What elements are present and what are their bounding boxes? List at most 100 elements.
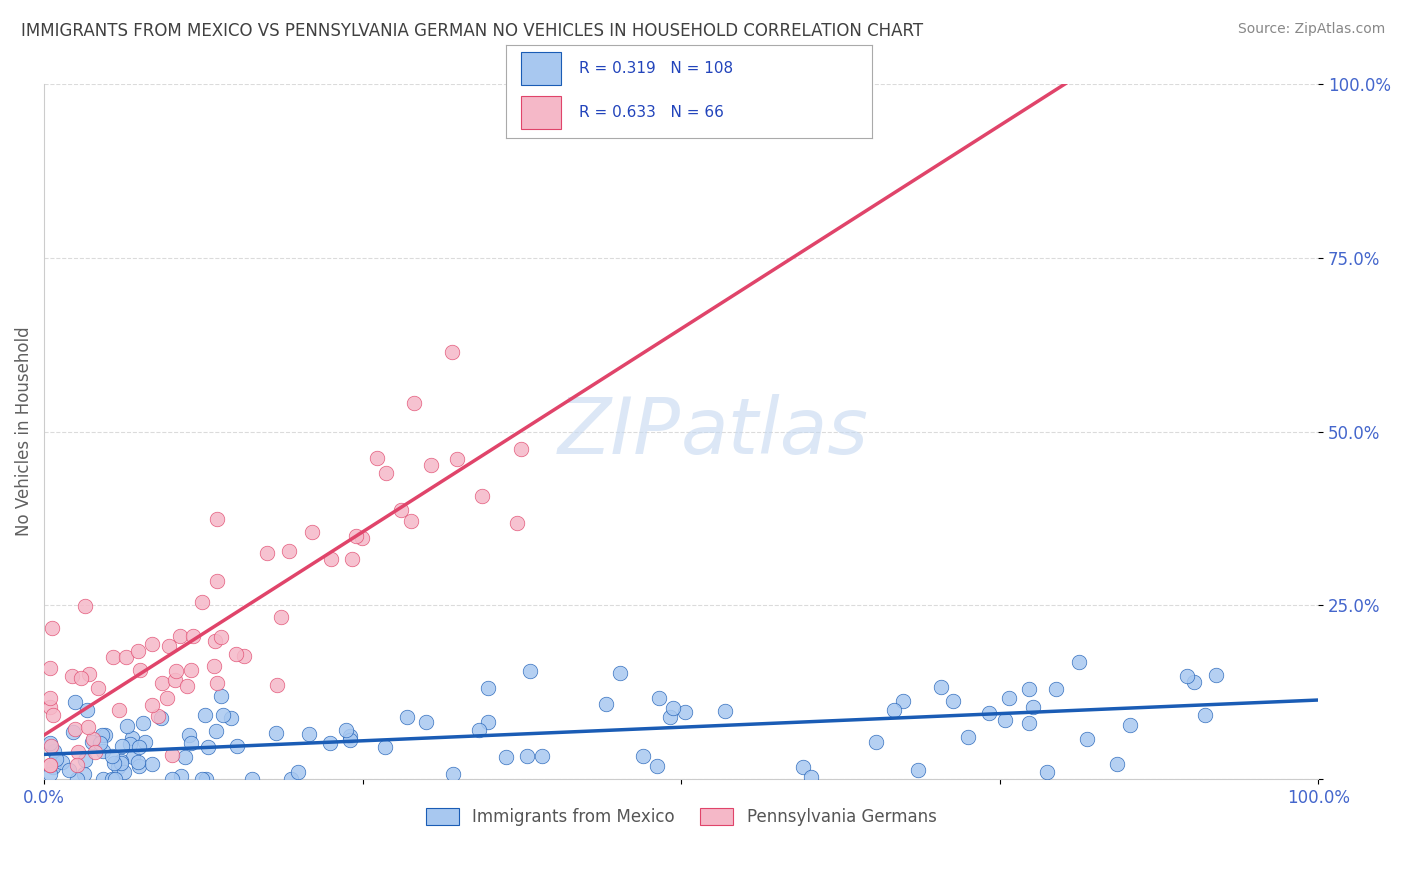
Point <box>609 666 631 681</box>
Point <box>209 630 232 644</box>
Point <box>39 661 62 675</box>
Point <box>120 738 142 752</box>
Point <box>41 621 63 635</box>
Point <box>402 396 425 410</box>
Point <box>1182 675 1205 690</box>
Point <box>219 711 242 725</box>
Point <box>446 451 468 466</box>
Text: Source: ZipAtlas.com: Source: ZipAtlas.com <box>1237 22 1385 37</box>
Point <box>301 525 323 540</box>
Point <box>673 705 696 719</box>
Point <box>131 716 153 731</box>
Point <box>45 751 67 765</box>
Point <box>374 466 396 480</box>
Point <box>66 758 89 772</box>
Point <box>169 629 191 643</box>
Point <box>70 671 93 685</box>
Point <box>93 744 115 758</box>
Point <box>104 772 127 786</box>
Y-axis label: No Vehicles in Household: No Vehicles in Household <box>15 326 32 536</box>
Point <box>176 679 198 693</box>
Point <box>190 595 212 609</box>
Point <box>516 749 538 764</box>
Point <box>264 725 287 739</box>
Point <box>150 710 173 724</box>
Point <box>509 442 531 457</box>
Point <box>181 629 204 643</box>
Point <box>39 766 62 780</box>
Point <box>350 532 373 546</box>
Point <box>957 730 980 744</box>
Text: ZIP: ZIP <box>558 393 681 470</box>
Point <box>883 703 905 717</box>
Point <box>226 739 249 754</box>
Point <box>1018 681 1040 696</box>
Point <box>335 723 357 737</box>
Point <box>207 676 229 690</box>
Point <box>39 739 62 753</box>
Point <box>374 739 396 754</box>
Point <box>399 514 422 528</box>
Point <box>39 700 62 714</box>
Point <box>240 772 263 786</box>
Point <box>107 760 129 774</box>
Point <box>1045 681 1067 696</box>
Point <box>51 756 73 770</box>
Point <box>77 720 100 734</box>
Point <box>441 767 464 781</box>
Point <box>997 690 1019 705</box>
Point <box>89 736 111 750</box>
Point <box>658 710 681 724</box>
Point <box>471 489 494 503</box>
Point <box>929 680 952 694</box>
Point <box>266 678 288 692</box>
Point <box>77 667 100 681</box>
Text: R = 0.319   N = 108: R = 0.319 N = 108 <box>579 61 734 76</box>
Point <box>114 649 136 664</box>
Point <box>156 691 179 706</box>
Point <box>477 681 499 695</box>
Point <box>42 756 65 771</box>
Bar <box>520 52 561 85</box>
Point <box>800 770 823 784</box>
Point <box>631 748 654 763</box>
Point <box>62 725 84 739</box>
Point <box>1175 669 1198 683</box>
Point <box>714 704 737 718</box>
Point <box>42 759 65 773</box>
Legend: Immigrants from Mexico, Pennsylvania Germans: Immigrants from Mexico, Pennsylvania Ger… <box>419 802 943 833</box>
Point <box>1022 700 1045 714</box>
Point <box>389 503 412 517</box>
Point <box>115 719 138 733</box>
Point <box>66 772 89 786</box>
Point <box>1105 757 1128 772</box>
Point <box>204 633 226 648</box>
Point <box>180 736 202 750</box>
Point <box>662 701 685 715</box>
Point <box>91 729 114 743</box>
Point <box>162 747 184 762</box>
Point <box>994 713 1017 727</box>
Point <box>205 574 228 588</box>
Point <box>280 772 302 786</box>
Point <box>506 516 529 530</box>
Point <box>42 708 65 723</box>
Point <box>865 735 887 749</box>
Point <box>205 724 228 739</box>
Point <box>177 728 200 742</box>
Point <box>82 731 104 746</box>
Point <box>44 744 66 758</box>
Point <box>114 764 136 779</box>
Point <box>366 450 388 465</box>
Point <box>134 735 156 749</box>
Point <box>73 766 96 780</box>
Point <box>162 772 184 786</box>
Point <box>287 764 309 779</box>
Point <box>420 458 443 472</box>
Point <box>1067 655 1090 669</box>
Point <box>1036 765 1059 780</box>
Point <box>121 731 143 745</box>
Point <box>256 546 278 560</box>
Point <box>277 544 299 558</box>
Point <box>530 748 553 763</box>
